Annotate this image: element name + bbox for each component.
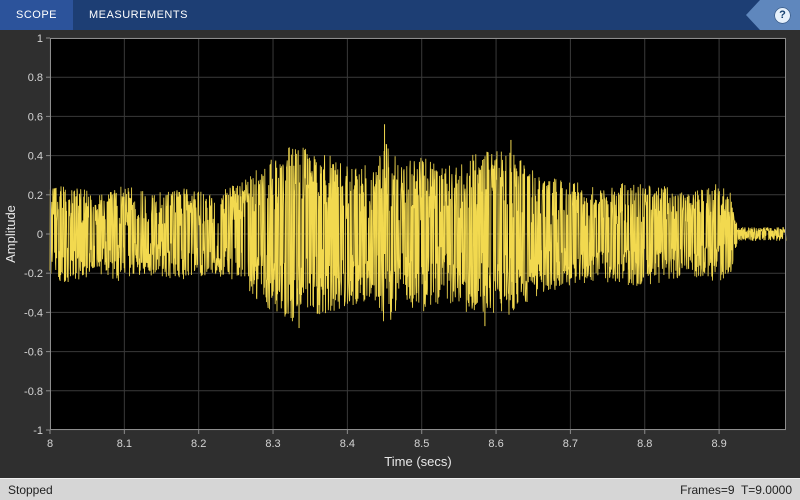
toolbar-right-ribbon: ? — [746, 0, 800, 30]
status-bar: Stopped Frames=9 T=9.0000 — [0, 478, 800, 500]
toolbar: SCOPE MEASUREMENTS ? — [0, 0, 800, 30]
y-tick-label: -1 — [33, 425, 43, 437]
tab-measurements[interactable]: MEASUREMENTS — [89, 9, 188, 21]
frames-text: Frames=9 T=9.0000 — [680, 482, 792, 497]
help-button[interactable]: ? — [774, 6, 791, 24]
tick-labels: 8 8.1 8.2 8.3 8.4 8.5 8.6 8.7 8.8 8.9 -1 -0.8 -0.6 -0… — [24, 33, 727, 450]
y-tick-label: 0.4 — [28, 151, 43, 163]
y-tick-label: 0.2 — [28, 190, 43, 202]
axes-border — [50, 38, 786, 430]
y-tick-label: 0.8 — [28, 72, 43, 84]
y-tick-label: -0.2 — [24, 268, 43, 280]
x-tick-label: 8.4 — [340, 438, 355, 450]
x-tick-label: 8.3 — [265, 438, 280, 450]
x-tick-label: 8.8 — [637, 438, 652, 450]
x-tick-label: 8.9 — [711, 438, 726, 450]
x-tick-label: 8 — [47, 438, 53, 450]
x-axis-label: Time (secs) — [384, 454, 451, 469]
x-tick-label: 8.6 — [488, 438, 503, 450]
plot-area[interactable]: 8 8.1 8.2 8.3 8.4 8.5 8.6 8.7 8.8 8.9 -1 -0.8 -0.6 -0… — [0, 30, 800, 478]
y-tick-label: 1 — [37, 33, 43, 45]
y-tick-label: -0.8 — [24, 386, 43, 398]
scope-figure: 8 8.1 8.2 8.3 8.4 8.5 8.6 8.7 8.8 8.9 -1 -0.8 -0.6 -0… — [0, 30, 800, 478]
x-tick-label: 8.2 — [191, 438, 206, 450]
y-tick-label: 0.6 — [28, 111, 43, 123]
x-tick-label: 8.7 — [563, 438, 578, 450]
tab-scope[interactable]: SCOPE — [0, 0, 74, 30]
y-tick-label: -0.6 — [24, 347, 43, 359]
waveform — [49, 143, 787, 322]
y-axis-label: Amplitude — [3, 205, 18, 263]
x-tick-label: 8.5 — [414, 438, 429, 450]
y-tick-label: 0 — [37, 229, 43, 241]
x-tick-label: 8.1 — [117, 438, 132, 450]
y-tick-label: -0.4 — [24, 307, 43, 319]
status-text: Stopped — [8, 482, 53, 497]
